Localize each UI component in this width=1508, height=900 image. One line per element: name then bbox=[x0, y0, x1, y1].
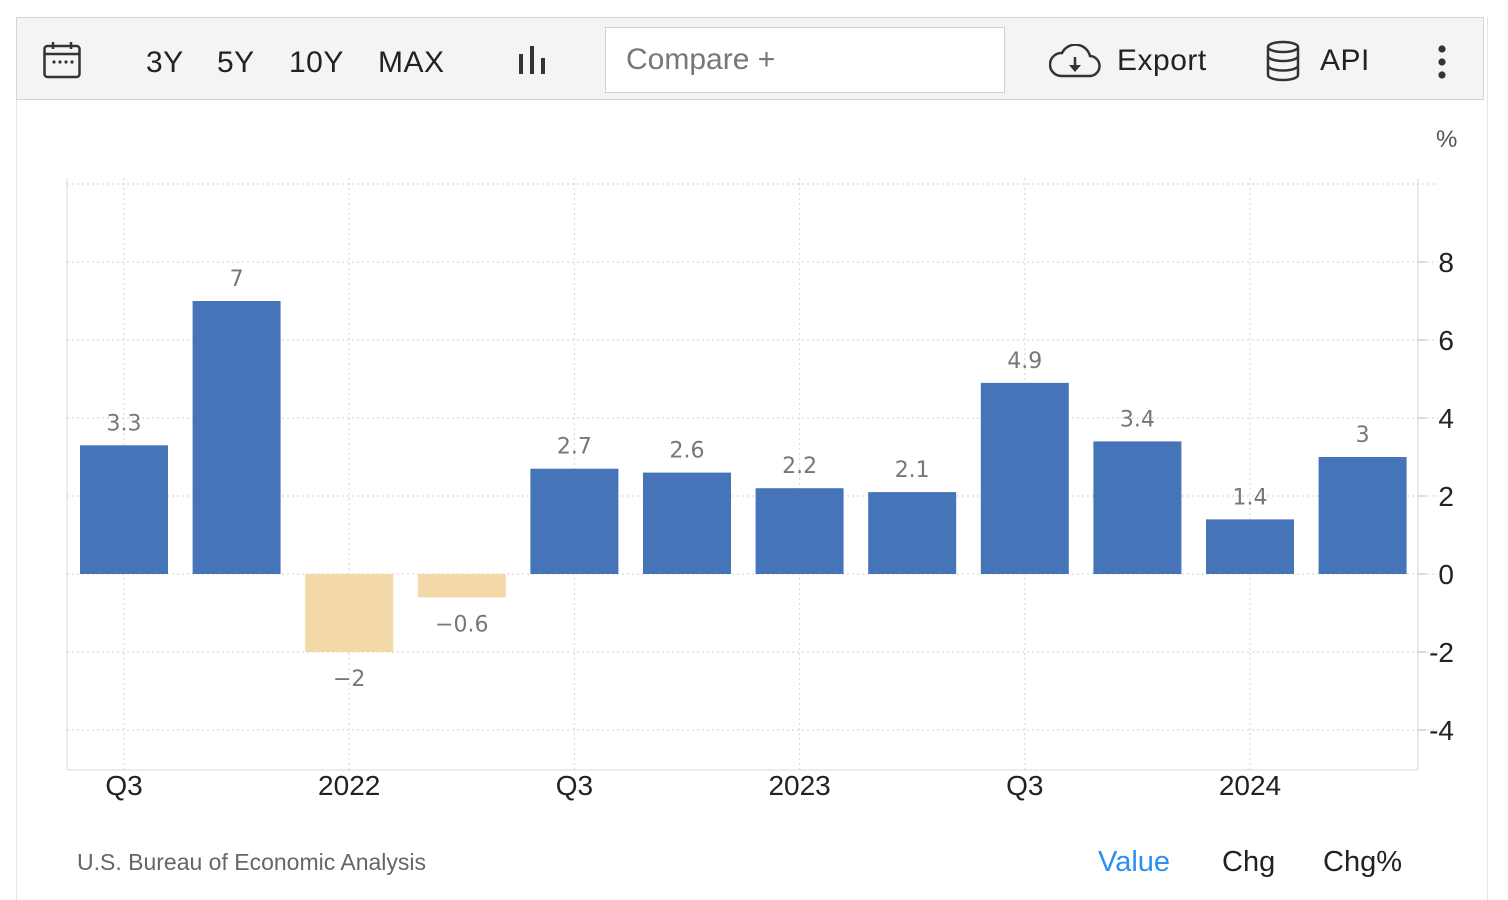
mode-value-tab[interactable]: Value bbox=[1098, 846, 1171, 878]
bar-chart-icon[interactable] bbox=[517, 44, 549, 81]
data-label: 3 bbox=[1356, 423, 1370, 448]
x-tick-label: 2023 bbox=[768, 770, 830, 801]
bar bbox=[980, 382, 1069, 574]
y-tick-label: 2 bbox=[1438, 481, 1454, 512]
y-tick-label: 4 bbox=[1438, 403, 1454, 434]
mode-chgpct-tab[interactable]: Chg% bbox=[1323, 846, 1402, 878]
range-max-button[interactable]: MAX bbox=[378, 46, 445, 79]
bar bbox=[755, 488, 844, 574]
y-axis-unit: % bbox=[1436, 126, 1458, 153]
source-label[interactable]: U.S. Bureau of Economic Analysis bbox=[77, 849, 426, 875]
mode-chg-tab[interactable]: Chg bbox=[1222, 846, 1276, 878]
bar bbox=[192, 301, 281, 574]
y-tick-label: -4 bbox=[1429, 715, 1454, 746]
data-label: −0.6 bbox=[435, 612, 488, 637]
y-tick-label: 8 bbox=[1438, 247, 1454, 278]
chart-toolbar: 3Y 5Y 10Y MAX Export API bbox=[16, 17, 1484, 100]
bar bbox=[1093, 441, 1182, 574]
range-10y-button[interactable]: 10Y bbox=[289, 46, 344, 79]
vertical-dots-icon[interactable] bbox=[1435, 45, 1449, 84]
data-label: 4.9 bbox=[1007, 349, 1042, 374]
x-tick-label: 2022 bbox=[318, 770, 380, 801]
y-tick-label: 0 bbox=[1438, 559, 1454, 590]
data-label: 2.2 bbox=[782, 454, 817, 479]
compare-input[interactable] bbox=[605, 27, 1005, 93]
bar bbox=[417, 574, 506, 598]
database-icon[interactable] bbox=[1265, 40, 1301, 87]
data-label: 7 bbox=[230, 267, 244, 292]
bar bbox=[530, 468, 619, 574]
bar bbox=[1318, 457, 1407, 574]
data-label: 3.3 bbox=[107, 411, 142, 436]
bar bbox=[305, 574, 394, 652]
x-tick-label: Q3 bbox=[105, 770, 142, 801]
data-label: 1.4 bbox=[1233, 485, 1268, 510]
bar bbox=[80, 445, 168, 574]
data-label: 2.1 bbox=[895, 458, 930, 483]
bar bbox=[868, 492, 957, 574]
data-label: −2 bbox=[333, 667, 365, 692]
data-label: 3.4 bbox=[1120, 407, 1155, 432]
chart-widget-frame bbox=[16, 17, 1488, 900]
range-5y-button[interactable]: 5Y bbox=[217, 46, 255, 79]
api-button[interactable]: API bbox=[1320, 44, 1370, 77]
cloud-download-icon[interactable] bbox=[1048, 43, 1101, 85]
data-label: 2.6 bbox=[670, 439, 705, 464]
bar bbox=[1206, 519, 1294, 574]
data-label: 2.7 bbox=[557, 435, 592, 460]
x-tick-label: 2024 bbox=[1219, 770, 1281, 801]
x-tick-label: Q3 bbox=[1006, 770, 1043, 801]
y-tick-label: 6 bbox=[1438, 325, 1454, 356]
y-tick-label: -2 bbox=[1429, 637, 1454, 668]
export-button[interactable]: Export bbox=[1117, 44, 1207, 77]
calendar-icon[interactable] bbox=[43, 41, 81, 84]
range-3y-button[interactable]: 3Y bbox=[146, 46, 184, 79]
bar bbox=[643, 472, 731, 574]
x-tick-label: Q3 bbox=[556, 770, 593, 801]
